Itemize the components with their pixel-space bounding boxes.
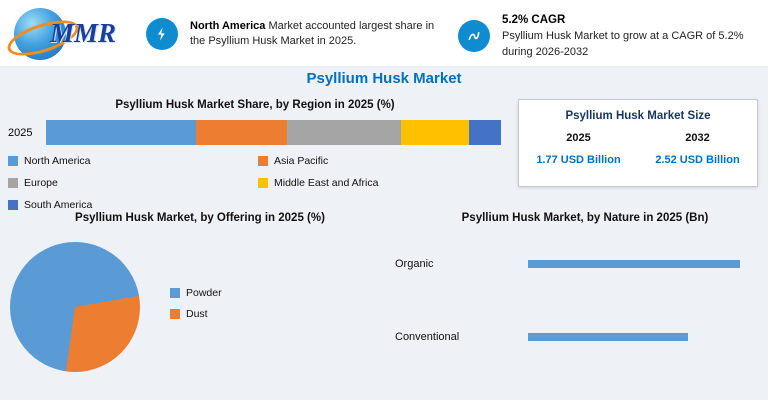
nature-track-conventional [528, 333, 740, 341]
logo-text: MMR [50, 18, 117, 48]
legend-swatch-middle-east-africa [258, 178, 268, 188]
market-size-year-2025: 2025 [566, 132, 591, 144]
nature-bar [528, 260, 740, 268]
region-bar-segment [287, 120, 401, 145]
region-bar-row: 2025 [8, 120, 501, 145]
highlight-banner-cagr: 5.2% CAGR Psyllium Husk Market to grow a… [458, 8, 760, 64]
region-bar-segment [46, 120, 197, 145]
header-strip [0, 0, 768, 66]
lightning-icon [146, 18, 178, 50]
cagr-description: Psyllium Husk Market to grow at a CAGR o… [502, 30, 744, 58]
legend-item-asia-pacific: Asia Pacific [258, 155, 478, 167]
market-size-title: Psyllium Husk Market Size [565, 110, 711, 122]
legend-swatch-powder [170, 288, 180, 298]
legend-label-middle-east-africa: Middle East and Africa [274, 177, 379, 189]
legend-item-south-america: South America [8, 199, 258, 211]
nature-row-conventional: Conventional [395, 331, 740, 343]
legend-swatch-asia-pacific [258, 156, 268, 166]
legend-label-south-america: South America [24, 199, 93, 211]
highlight-banner-region: North America Market accounted largest s… [146, 8, 446, 60]
legend-label-north-america: North America [24, 155, 91, 167]
market-size-box: Psyllium Husk Market Size 2025 2032 1.77… [518, 99, 758, 187]
cagr-headline: 5.2% CAGR [502, 14, 566, 27]
offering-legend: Powder Dust [170, 287, 222, 320]
market-size-value-2032: 2.52 USD Billion [655, 154, 740, 166]
legend-item-north-america: North America [8, 155, 258, 167]
region-banner-rest: Market accounted largest share in the Ps… [190, 19, 435, 47]
region-bar-year-label: 2025 [8, 126, 33, 139]
offering-pie-chart [10, 242, 140, 372]
region-bar-segment [469, 120, 501, 145]
region-banner-text: North America Market accounted largest s… [190, 19, 438, 50]
globe-icon [14, 8, 66, 60]
legend-label-dust: Dust [186, 308, 208, 320]
cagr-banner-text: 5.2% CAGR Psyllium Husk Market to grow a… [502, 12, 750, 60]
nature-label-organic: Organic [395, 258, 434, 270]
legend-label-asia-pacific: Asia Pacific [274, 155, 329, 167]
region-stacked-bar [46, 120, 501, 145]
region-bar-segment [196, 120, 288, 145]
nature-row-organic: Organic [395, 258, 740, 270]
nature-label-conventional: Conventional [395, 331, 460, 343]
market-size-year-2032: 2032 [685, 132, 710, 144]
legend-swatch-dust [170, 309, 180, 319]
legend-item-middle-east-africa: Middle East and Africa [258, 177, 478, 189]
legend-item-europe: Europe [8, 177, 258, 189]
legend-swatch-europe [8, 178, 18, 188]
nature-track-organic [528, 260, 740, 268]
mmr-logo: MMR [10, 6, 140, 64]
nature-bar [528, 333, 688, 341]
region-banner-bold: North America [190, 19, 266, 32]
market-size-value-2025: 1.77 USD Billion [536, 154, 621, 166]
page-title: Psyllium Husk Market [306, 70, 462, 87]
region-legend: North America Asia Pacific Europe Middle… [8, 155, 478, 211]
legend-label-powder: Powder [186, 287, 222, 299]
region-bar-segment [400, 120, 470, 145]
legend-swatch-north-america [8, 156, 18, 166]
nature-chart-heading: Psyllium Husk Market, by Nature in 2025 … [461, 212, 709, 224]
legend-item-powder: Powder [170, 287, 222, 299]
legend-label-europe: Europe [24, 177, 58, 189]
region-chart-heading: Psyllium Husk Market Share, by Region in… [115, 99, 395, 111]
market-size-grid: 2025 2032 1.77 USD Billion 2.52 USD Bill… [519, 132, 757, 166]
growth-icon [458, 20, 490, 52]
legend-item-dust: Dust [170, 308, 222, 320]
offering-chart-heading: Psyllium Husk Market, by Offering in 202… [75, 212, 325, 224]
legend-swatch-south-america [8, 200, 18, 210]
